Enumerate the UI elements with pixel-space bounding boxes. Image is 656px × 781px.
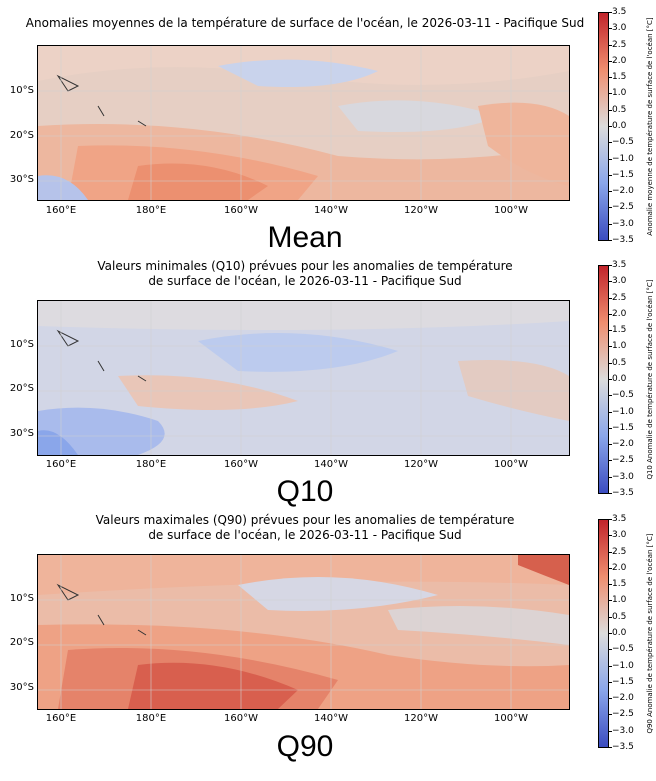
colorbar-tick-label: 3.0: [608, 276, 627, 287]
colorbar-tick-label: 3.5: [608, 514, 627, 524]
lon-label: 140°W: [314, 205, 348, 216]
colorbar-tick-label: 3.0: [608, 23, 627, 34]
colorbar-tick-label: −3.0: [609, 471, 634, 482]
colorbar-tick-label: −2.5: [609, 202, 634, 213]
colorbar-tick-label: 0.0: [608, 628, 627, 638]
colorbar-tick-label: 1.0: [608, 88, 627, 99]
colorbar: [598, 12, 609, 241]
lat-label: 10°S: [9, 593, 34, 604]
colorbar-tick-label: 1.5: [608, 72, 627, 83]
anomaly-map-q90: [37, 554, 570, 710]
colorbar-tick-label: 0.5: [608, 611, 627, 622]
colorbar-tick-label: −2.0: [609, 693, 634, 704]
colorbar-tick-label: 0.0: [608, 374, 627, 384]
lon-label: 160°W: [224, 713, 258, 724]
panel-caption: Q90: [276, 730, 334, 763]
panel-title: Valeurs minimales (Q10) prévues pour les…: [97, 259, 513, 288]
lon-label: 120°W: [404, 713, 438, 724]
colorbar-tick-label: −2.0: [609, 186, 634, 197]
colorbar-tick-label: 2.5: [608, 39, 627, 50]
colorbar-tick-label: 2.5: [608, 546, 627, 557]
lon-label: 160°E: [45, 205, 77, 216]
colorbar-tick-label: −1.0: [609, 153, 634, 164]
lat-label: 10°S: [9, 85, 34, 96]
lat-label: 30°S: [9, 428, 34, 439]
colorbar-tick-label: 0.0: [608, 121, 627, 131]
colorbar-tick-label: −3.5: [609, 235, 634, 245]
colorbar-tick-label: −1.5: [609, 169, 634, 180]
colorbar-tick-label: 0.5: [608, 104, 627, 115]
lat-label: 20°S: [9, 383, 34, 394]
colorbar-tick-label: −2.5: [609, 709, 634, 720]
colorbar-tick-label: 0.5: [608, 357, 627, 368]
colorbar-tick-label: −1.0: [609, 660, 634, 671]
lon-label: 120°W: [404, 459, 438, 470]
colorbar-tick-label: 2.5: [608, 292, 627, 303]
colorbar-tick-label: −0.5: [609, 644, 634, 655]
colorbar-tick-label: 3.5: [608, 260, 627, 270]
panel-title: Anomalies moyennes de la température de …: [25, 16, 585, 30]
lon-label: 160°E: [45, 713, 77, 724]
panel-title: Valeurs maximales (Q90) prévues pour les…: [95, 513, 515, 542]
colorbar-tick-label: 3.5: [608, 7, 627, 17]
colorbar-tick-label: −0.5: [609, 137, 634, 148]
colorbar-tick-label: 2.0: [608, 562, 627, 573]
colorbar-label: Anomalie moyenne de température de surfa…: [646, 17, 654, 236]
colorbar-tick-label: −3.5: [609, 742, 634, 752]
colorbar-tick-label: −1.0: [609, 406, 634, 417]
colorbar-tick-label: −3.0: [609, 725, 634, 736]
colorbar-tick-label: 2.0: [608, 308, 627, 319]
colorbar-tick-label: 3.0: [608, 530, 627, 541]
lon-label: 100°W: [494, 713, 528, 724]
lon-label: 160°W: [224, 459, 258, 470]
lon-label: 100°W: [494, 459, 528, 470]
anomaly-map-q10: [37, 300, 570, 456]
lon-label: 180°E: [135, 713, 167, 724]
colorbar-tick-label: −0.5: [609, 390, 634, 401]
lat-label: 20°S: [9, 130, 34, 141]
panel-caption: Mean: [267, 221, 343, 254]
colorbar: [598, 519, 609, 748]
lon-label: 160°W: [224, 205, 258, 216]
colorbar-tick-label: −3.5: [609, 488, 634, 498]
colorbar-tick-label: −3.0: [609, 218, 634, 229]
panel-q10: Valeurs minimales (Q10) prévues pour les…: [0, 255, 656, 515]
colorbar-tick-label: −2.5: [609, 455, 634, 466]
colorbar-tick-label: 1.0: [608, 341, 627, 352]
colorbar-tick-label: 1.0: [608, 595, 627, 606]
colorbar-label: Q10 Anomalie de température de surface d…: [646, 279, 654, 480]
colorbar-tick-label: −1.5: [609, 422, 634, 433]
lon-label: 140°W: [314, 713, 348, 724]
colorbar-tick-label: 1.5: [608, 579, 627, 590]
colorbar-tick-label: 2.0: [608, 55, 627, 66]
lat-label: 30°S: [9, 682, 34, 693]
colorbar-tick-label: 1.5: [608, 325, 627, 336]
panel-mean: Anomalies moyennes de la température de …: [0, 0, 656, 260]
lat-label: 30°S: [9, 174, 34, 185]
lon-label: 140°W: [314, 459, 348, 470]
lon-label: 180°E: [135, 459, 167, 470]
lat-label: 10°S: [9, 339, 34, 350]
colorbar: [598, 265, 609, 494]
lon-label: 160°E: [45, 459, 77, 470]
panel-caption: Q10: [276, 475, 334, 508]
lon-label: 100°W: [494, 205, 528, 216]
colorbar-tick-label: −1.5: [609, 676, 634, 687]
anomaly-map-mean: [37, 45, 570, 201]
panel-q90: Valeurs maximales (Q90) prévues pour les…: [0, 509, 656, 781]
lat-label: 20°S: [9, 637, 34, 648]
colorbar-label: Q90 Anomalie de température de surface d…: [646, 533, 654, 734]
colorbar-tick-label: −2.0: [609, 439, 634, 450]
lon-label: 180°E: [135, 205, 167, 216]
lon-label: 120°W: [404, 205, 438, 216]
